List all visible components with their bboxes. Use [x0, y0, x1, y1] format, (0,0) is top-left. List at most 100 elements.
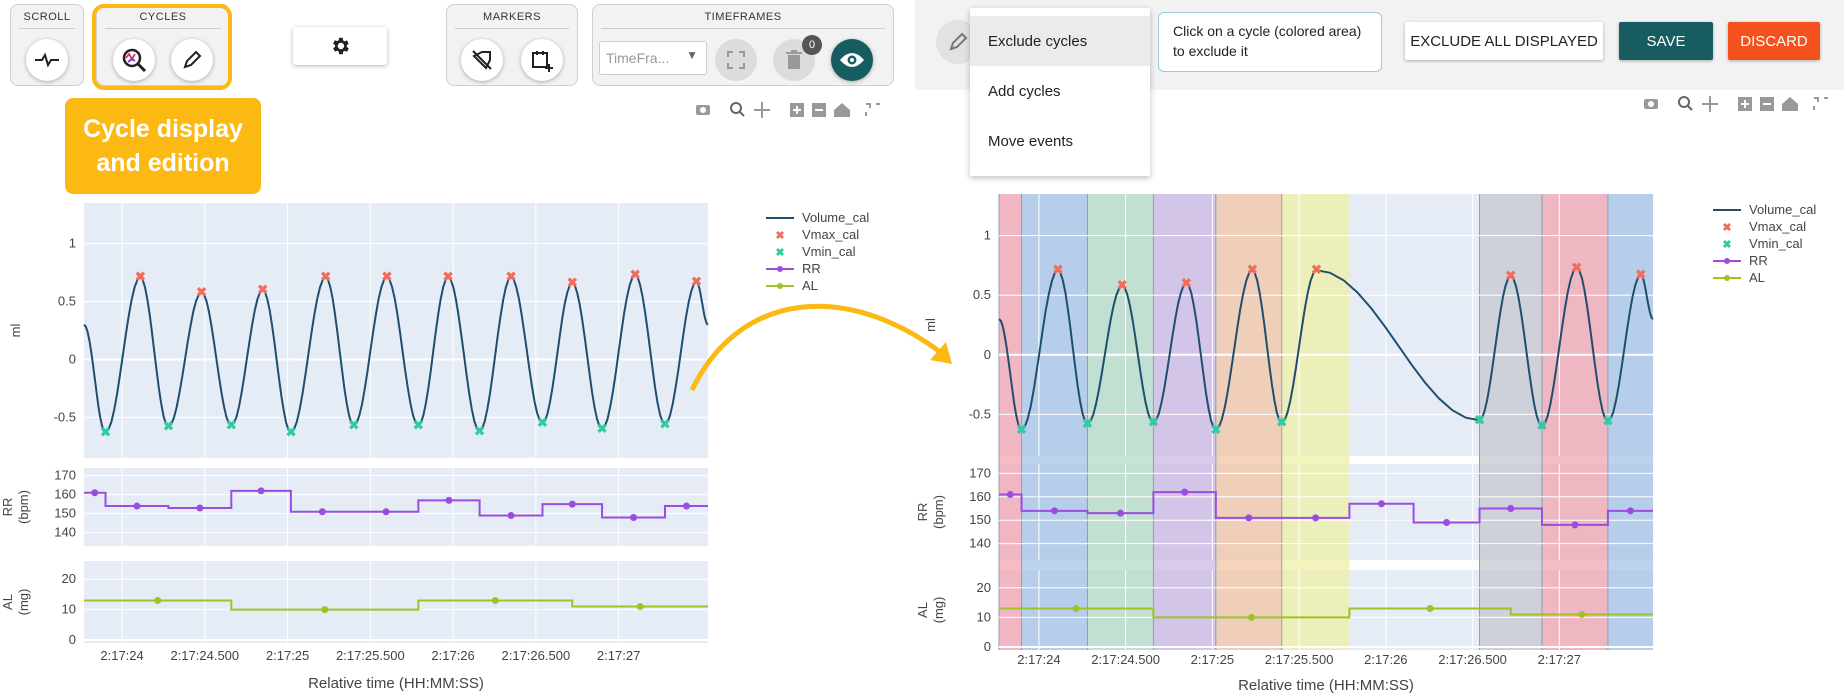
legend-label-3: Vmin_cal: [802, 244, 856, 259]
timeframe-select[interactable]: TimeFra... ▼: [599, 41, 707, 75]
chart-left[interactable]: 2:17:24 2:17:24.500 2:17:25 2:17:25.500 2:17…: [0, 0, 915, 700]
vmax-point: ✖: [381, 269, 392, 284]
legend-label-2: Vmax_cal: [802, 227, 859, 242]
chevron-down-icon: ▼: [686, 48, 698, 62]
rr-series-line: [999, 491, 1653, 526]
zoom-in-icon[interactable]: [1738, 97, 1752, 111]
x-tick-label: 2:17:25.500: [336, 648, 405, 663]
remove-marker-button[interactable]: [461, 39, 503, 81]
camera-icon[interactable]: [1644, 99, 1658, 109]
vmin-point: ✖: [597, 421, 608, 436]
cycle-edit-button[interactable]: [171, 39, 213, 81]
scroll-group: SCROLL: [10, 4, 84, 86]
y-tick-label: -0.5: [54, 409, 76, 424]
y-tick-label: 140: [969, 536, 991, 551]
vmin-point: ✖: [660, 416, 671, 431]
timeframe-zoom-button[interactable]: [715, 39, 757, 81]
add-marker-button[interactable]: [521, 39, 563, 81]
exclude-all-button[interactable]: EXCLUDE ALL DISPLAYED: [1405, 22, 1603, 60]
discard-button[interactable]: DISCARD: [1728, 22, 1820, 60]
settings-button[interactable]: [293, 27, 387, 65]
rr-series-line: [84, 489, 708, 519]
vmin-point: ✖: [1016, 422, 1027, 437]
y-tick-label: 0: [984, 639, 991, 654]
gear-icon: [333, 37, 349, 55]
home-icon[interactable]: [1782, 97, 1798, 111]
timeframes-group: TIMEFRAMES TimeFra... ▼ 0: [592, 4, 894, 86]
vmin-point: ✖: [537, 415, 548, 430]
scroll-button[interactable]: [26, 39, 68, 81]
legend-label-5: AL: [802, 278, 818, 293]
toggle-visibility-button[interactable]: [831, 39, 873, 81]
save-button[interactable]: SAVE: [1619, 22, 1713, 60]
autoscale-icon[interactable]: [865, 103, 880, 116]
trash-count-badge: 0: [802, 35, 822, 55]
zoom-icon[interactable]: [1678, 96, 1693, 111]
y-tick-label: 0.5: [973, 287, 991, 302]
camera-icon[interactable]: [696, 105, 710, 115]
y-tick-label: 1: [984, 228, 991, 243]
vmax-point: ✖: [1571, 260, 1582, 275]
y-axis-unit-3: (mg): [931, 597, 946, 624]
cycle-search-icon: [122, 48, 147, 73]
vmax-point: ✖: [691, 274, 702, 289]
zoom-icon[interactable]: [730, 102, 745, 117]
cycle-band-7: [1479, 194, 1542, 650]
vmax-point: ✖: [257, 282, 268, 297]
y-tick-label: 0.5: [58, 294, 76, 309]
calendar-add-icon: [532, 51, 553, 72]
x-tick-label: 2:17:24: [100, 648, 143, 663]
autoscale-icon[interactable]: [1813, 97, 1828, 110]
crop-frame-icon: [727, 51, 745, 69]
timeframes-group-title: TIMEFRAMES: [704, 11, 782, 23]
legend-marker: [1724, 258, 1730, 264]
legend-label-1: Volume_cal: [1749, 202, 1816, 217]
divider: [455, 28, 569, 29]
vmin-point: ✖: [100, 425, 111, 440]
vmax-point: ✖: [320, 269, 331, 284]
menu-item-add-cycles[interactable]: Add cycles: [988, 82, 1061, 100]
info-line-2: to exclude it: [1173, 43, 1248, 59]
pan-icon[interactable]: [1702, 96, 1718, 112]
cycle-display-button[interactable]: [113, 39, 155, 81]
modebar-right: [1642, 94, 1838, 114]
chart-right[interactable]: 2:17:24 2:17:24.500 2:17:25 2:17:25.500 2:17…: [915, 0, 1844, 700]
zoom-in-icon[interactable]: [790, 103, 804, 117]
divider: [19, 28, 75, 29]
y-axis-label-3: AL: [915, 602, 930, 618]
timeframe-select-value: TimeFra...: [606, 50, 670, 66]
zoom-out-icon[interactable]: [812, 103, 826, 117]
cycle-band-4: [1153, 194, 1216, 650]
vmax-point: ✖: [1635, 267, 1646, 282]
vmin-point: ✖: [413, 418, 424, 433]
y-tick-label: 0: [69, 632, 76, 647]
menu-item-move-events[interactable]: Move events: [988, 132, 1074, 150]
legend-label-4: RR: [802, 261, 821, 276]
vmin-point: ✖: [226, 418, 237, 433]
y-tick-label: 150: [54, 506, 76, 521]
timeframe-delete-button[interactable]: [773, 39, 815, 81]
pan-icon[interactable]: [754, 102, 770, 118]
y-tick-label: 20: [977, 580, 991, 595]
vmax-point: ✖: [1181, 275, 1192, 290]
y-axis-label-1: ml: [923, 318, 938, 332]
x-axis-label: Relative time (HH:MM:SS): [308, 675, 484, 692]
callout-line-2: and edition: [96, 149, 230, 177]
cycle-display-callout: Cycle display and edition: [65, 98, 261, 194]
cycles-highlight: [92, 4, 232, 90]
vmin-point: ✖: [474, 423, 485, 438]
home-icon[interactable]: [834, 103, 850, 117]
volume-series-line: [998, 266, 1654, 432]
cycles-group-title: CYCLES: [139, 11, 187, 23]
y-tick-label: 160: [969, 489, 991, 504]
zoom-out-icon[interactable]: [1760, 97, 1774, 111]
menu-item-exclude-cycles[interactable]: Exclude cycles: [970, 16, 1150, 66]
divider: [601, 28, 885, 29]
vmin-point: ✖: [163, 419, 174, 434]
legend-marker: [777, 283, 783, 289]
legend-marker: [777, 266, 783, 272]
y-axis-label-2: RR: [915, 503, 930, 522]
x-tick-label: 2:17:26: [1364, 652, 1407, 667]
x-tick-label: 2:17:26.500: [502, 648, 571, 663]
vmin-point: ✖: [1474, 412, 1485, 427]
